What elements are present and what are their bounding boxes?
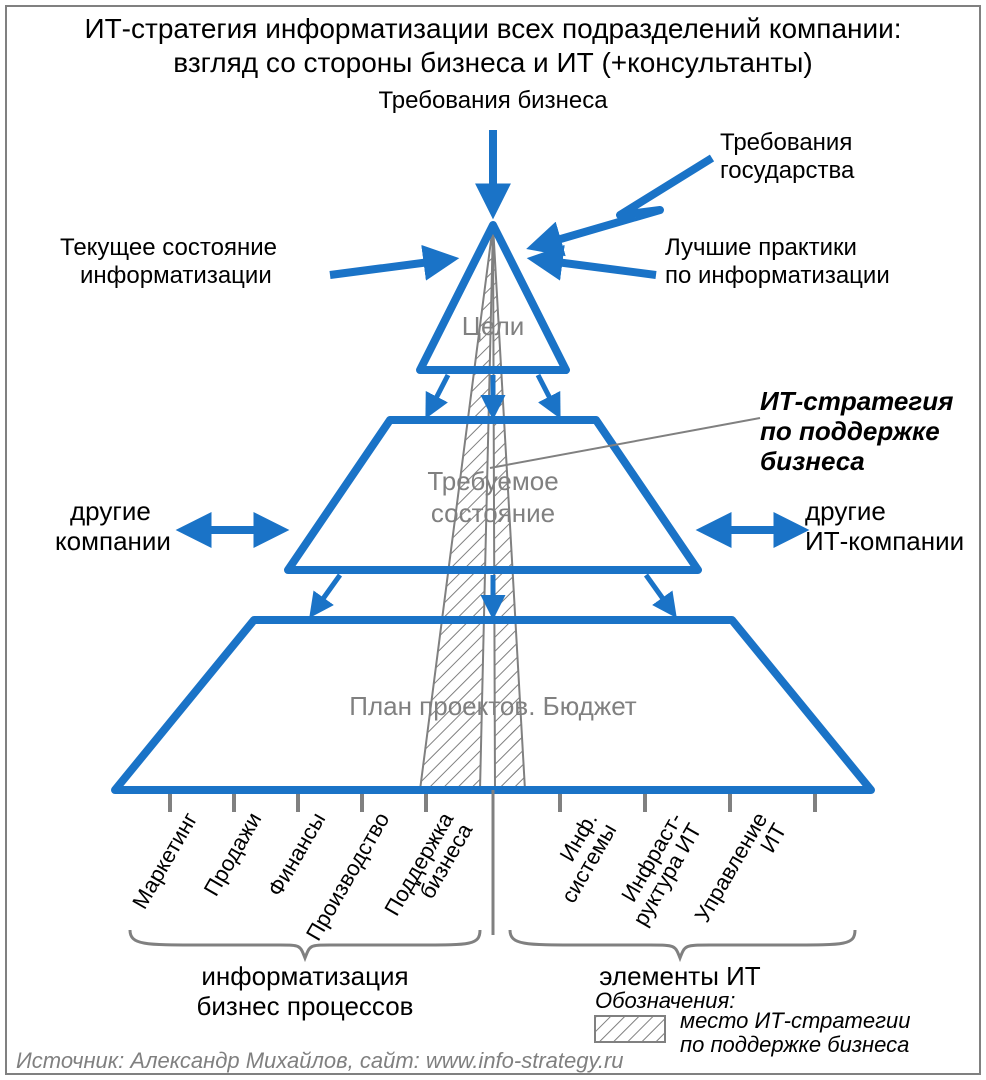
group-left-1: информатизация — [201, 961, 408, 991]
callout-2: по поддержке — [760, 416, 940, 446]
input-right-2: по информатизации — [665, 262, 890, 289]
diagram-svg: ИТ-стратегия информатизации всех подразд… — [0, 0, 986, 1080]
tier2-label-2: состояние — [431, 498, 555, 528]
tier1-label: Цели — [462, 311, 525, 341]
side-left-2: компании — [55, 526, 171, 556]
input-right-1: Лучшие практики — [665, 234, 857, 261]
input-top: Требования бизнеса — [378, 87, 608, 114]
input-left-2: информатизации — [80, 262, 272, 289]
input-top-right-1: Требования — [720, 129, 852, 156]
input-arrows — [330, 130, 712, 275]
side-right-1: другие — [805, 496, 886, 526]
legend-text-1: место ИТ-стратегии — [680, 1008, 910, 1033]
diagram-frame: ИТ-стратегия информатизации всех подразд… — [0, 0, 986, 1080]
base-5: Инф. системы — [537, 808, 621, 907]
group-left-2: бизнес процессов — [196, 991, 413, 1021]
base-4: Поддержка бизнеса — [379, 807, 477, 931]
base-0: Маркетинг — [127, 808, 202, 913]
base-1: Продажи — [199, 808, 267, 900]
side-right-2: ИТ-компании — [805, 526, 964, 556]
tier3-label: План проектов. Бюджет — [349, 691, 637, 721]
callout-3: бизнеса — [760, 446, 865, 476]
base-2: Финансы — [262, 808, 330, 900]
side-left-1: другие — [70, 496, 151, 526]
base-labels: Маркетинг Продажи Финансы Производство П… — [127, 807, 791, 944]
tier2-label-1: Требуемое — [427, 466, 558, 496]
legend-text-2: по поддержке бизнеса — [680, 1032, 909, 1057]
source-text: Источник: Александр Михайлов, сайт: www.… — [16, 1048, 624, 1073]
input-top-right-2: государства — [720, 157, 855, 184]
svg-text:Управление: Управление — [690, 808, 773, 926]
callout-1: ИТ-стратегия — [760, 386, 953, 416]
legend-swatch — [595, 1016, 665, 1042]
group-right: элементы ИТ — [599, 961, 761, 991]
base-7: Управление ИТ — [690, 808, 792, 937]
title-line1: ИТ-стратегия информатизации всех подразд… — [84, 13, 901, 44]
input-left-1: Текущее состояние — [60, 234, 277, 261]
title-line2: взгляд со стороны бизнеса и ИТ (+консуль… — [173, 47, 812, 78]
